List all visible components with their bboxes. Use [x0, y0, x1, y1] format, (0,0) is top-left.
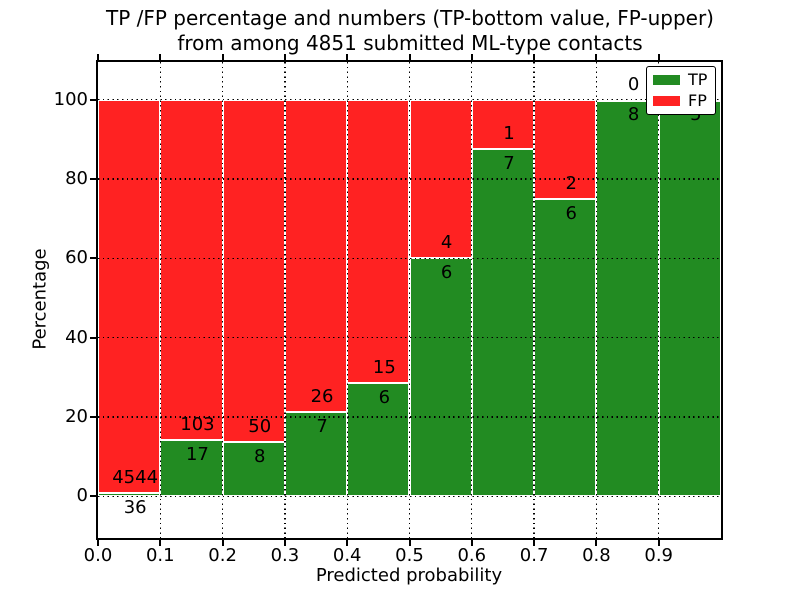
x-tick-label: 0.5	[395, 545, 424, 566]
v-gridline	[346, 62, 348, 538]
fp-count-label: 4	[440, 232, 453, 254]
x-tick-mark	[595, 540, 598, 546]
y-tick-mark	[90, 257, 96, 260]
y-tick-mark	[90, 495, 96, 498]
x-tick-mark-top	[470, 54, 473, 60]
x-tick-label: 0.7	[519, 545, 549, 566]
tp-count-label: 8	[254, 445, 266, 467]
x-tick-mark	[408, 540, 411, 546]
x-axis-label: Predicted probability	[315, 565, 503, 586]
x-tick-mark	[657, 540, 660, 546]
v-gridline	[595, 62, 598, 538]
x-tick-mark-top	[533, 54, 536, 60]
x-tick-mark	[97, 540, 99, 546]
tp-count-label: 6	[440, 262, 453, 284]
tp-count-label: 36	[123, 497, 147, 519]
x-tick-mark-top	[346, 54, 349, 60]
x-tick-mark-top	[595, 54, 598, 60]
x-tick-label: 0.3	[270, 545, 300, 566]
y-tick-mark	[90, 336, 96, 339]
x-tick-mark	[470, 540, 473, 546]
fp-bar	[347, 99, 410, 383]
fp-count-label: 0	[627, 73, 640, 95]
fp-count-label: 1	[503, 123, 515, 145]
x-tick-mark-top	[221, 54, 224, 60]
x-tick-label: 0.8	[582, 545, 611, 566]
tp-bar	[658, 99, 721, 497]
v-gridline	[658, 62, 660, 538]
fp-count-label: 50	[248, 415, 272, 437]
x-tick-label: 0.6	[457, 545, 487, 566]
v-gridline	[159, 62, 161, 538]
tp-bar	[409, 258, 472, 497]
tp-count-label: 7	[503, 153, 515, 175]
x-tick-label: 0.4	[332, 545, 362, 566]
legend-item: FP	[653, 93, 707, 109]
v-gridline	[408, 62, 411, 538]
fp-count-label: 103	[180, 414, 215, 436]
plot-area: 454436103175082671564617260805	[90, 54, 723, 546]
x-tick-label: 0.9	[644, 545, 674, 566]
tp-bar	[534, 198, 597, 497]
fp-count-label: 26	[310, 386, 334, 408]
chart-title-line1: TP /FP percentage and numbers (TP-bottom…	[106, 6, 714, 30]
x-tick-mark-top	[657, 54, 660, 60]
tp-bar	[596, 99, 659, 497]
fp-count-label: 2	[565, 172, 577, 194]
tp-bar	[471, 149, 535, 497]
chart-title: TP /FP percentage and numbers (TP-bottom…	[106, 6, 714, 56]
v-gridline	[471, 62, 473, 538]
y-tick-mark	[90, 416, 96, 419]
tp-count-label: 6	[565, 202, 577, 224]
legend-label: FP	[688, 91, 707, 110]
x-tick-mark-top	[283, 54, 286, 60]
x-tick-label: 0.0	[83, 545, 113, 566]
x-tick-mark	[533, 540, 536, 546]
x-tick-mark-top	[97, 54, 99, 60]
legend-item: TP	[653, 72, 707, 88]
x-tick-mark-top	[408, 54, 411, 60]
y-tick-label: 40	[65, 326, 88, 348]
legend-swatch-fp	[653, 96, 680, 106]
y-tick-label: 80	[65, 168, 88, 190]
v-gridline	[221, 62, 224, 538]
y-tick-mark	[90, 98, 96, 101]
y-tick-label: 100	[53, 88, 88, 110]
fp-bar	[160, 99, 223, 441]
x-tick-mark	[159, 540, 162, 546]
legend-swatch-tp	[653, 75, 680, 85]
chart-title-line2: from among 4851 submitted ML-type contac…	[177, 31, 643, 55]
tp-count-label: 17	[185, 444, 209, 466]
x-tick-label: 0.2	[208, 545, 237, 566]
tp-count-label: 8	[627, 103, 640, 125]
fp-bar	[98, 99, 161, 494]
x-tick-label: 0.1	[145, 545, 175, 566]
v-gridline	[284, 62, 286, 538]
x-tick-mark-top	[159, 54, 162, 60]
fp-bar	[534, 99, 597, 199]
y-tick-label: 60	[65, 247, 88, 269]
legend: TP FP	[646, 66, 717, 115]
y-tick-mark	[90, 178, 96, 181]
fp-bar	[222, 99, 285, 442]
tp-count-label: 7	[316, 416, 328, 438]
x-tick-mark	[346, 540, 349, 546]
tp-count-label: 6	[378, 387, 391, 409]
y-tick-label: 0	[76, 485, 88, 507]
fp-bar	[284, 99, 348, 413]
v-gridline	[533, 62, 535, 538]
x-tick-mark	[221, 540, 224, 546]
fp-count-label: 4544	[112, 467, 159, 489]
legend-label: TP	[688, 70, 708, 89]
fp-count-label: 15	[372, 357, 396, 379]
y-tick-label: 20	[65, 406, 88, 428]
x-tick-mark	[283, 540, 286, 546]
